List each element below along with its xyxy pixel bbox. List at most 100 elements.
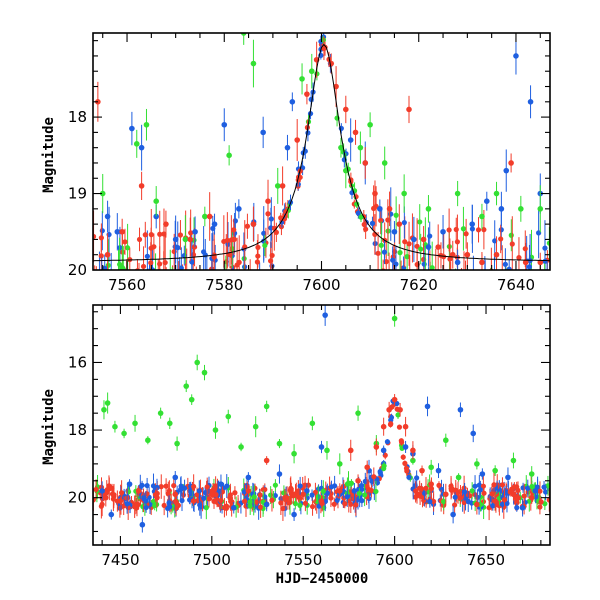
data-point (378, 217, 384, 224)
data-point (191, 483, 197, 490)
data-point (479, 275, 484, 280)
data-point (438, 486, 445, 492)
data-point (98, 253, 104, 259)
data-point (269, 497, 275, 503)
data-point (508, 160, 514, 166)
data-point (510, 457, 517, 464)
data-point (420, 236, 427, 243)
x-tick-label: 7640 (497, 276, 535, 294)
data-point (318, 498, 325, 504)
data-point (304, 91, 310, 97)
data-point (202, 252, 208, 258)
y-tick-label: 20 (68, 261, 87, 279)
data-point (99, 501, 105, 507)
data-point (417, 219, 423, 225)
data-point (424, 403, 431, 410)
data-point (320, 488, 326, 494)
data-point (153, 198, 160, 204)
x-tick-label: 7620 (400, 276, 438, 294)
data-point (401, 219, 407, 226)
data-point (274, 183, 281, 189)
data-point (302, 500, 308, 506)
data-point (498, 227, 504, 233)
data-point (537, 488, 543, 494)
data-point (461, 499, 467, 506)
data-point (481, 227, 487, 233)
data-point (182, 236, 189, 243)
bottom-data-layer (93, 305, 550, 533)
data-point (116, 270, 121, 275)
data-point (529, 483, 535, 490)
data-point (177, 486, 184, 493)
data-point (166, 420, 173, 427)
data-point (211, 221, 218, 227)
data-point (183, 278, 188, 283)
bottom-panel: 7450 7500 7550 7600 7650 16 18 20 (68, 304, 551, 569)
data-point (464, 251, 471, 258)
data-point (515, 487, 521, 493)
data-point (320, 37, 327, 43)
data-point (97, 294, 102, 299)
data-point (377, 206, 383, 212)
top-data-layer (93, 33, 550, 299)
data-point (192, 228, 198, 235)
data-point (154, 484, 160, 491)
data-point (136, 236, 143, 243)
data-point (488, 282, 493, 287)
data-point (211, 254, 217, 260)
data-point (273, 229, 279, 235)
data-point (194, 281, 199, 286)
data-point (491, 482, 497, 488)
data-point (294, 137, 300, 143)
data-point (527, 99, 534, 105)
data-point (362, 478, 368, 484)
data-point (507, 294, 512, 299)
data-point (178, 265, 184, 270)
data-point (148, 232, 154, 238)
data-point (225, 413, 232, 420)
data-point (250, 60, 257, 67)
data-point (258, 504, 264, 510)
data-point (493, 251, 500, 258)
data-point (96, 292, 101, 297)
data-point (279, 183, 286, 189)
data-point (413, 488, 419, 494)
data-point (144, 491, 150, 497)
data-point (307, 110, 314, 117)
data-point (448, 275, 453, 280)
data-point (318, 444, 325, 450)
top-panel: 7560 7580 7600 7620 7640 18 19 20 (68, 32, 551, 299)
data-point (153, 275, 158, 280)
data-point (471, 272, 476, 277)
data-point (126, 481, 133, 487)
data-point (140, 263, 147, 270)
data-point (545, 282, 550, 287)
data-point (181, 485, 188, 491)
data-point (297, 483, 303, 489)
data-point (209, 491, 215, 498)
data-point (151, 244, 157, 250)
data-point (404, 468, 410, 474)
data-point (189, 259, 195, 265)
data-point (441, 498, 447, 505)
data-point (453, 278, 458, 283)
data-point (388, 421, 394, 427)
data-point (119, 490, 125, 496)
data-point (221, 505, 228, 511)
data-point (358, 214, 364, 220)
data-point (129, 125, 135, 132)
data-point (406, 106, 412, 113)
data-point (336, 461, 343, 467)
data-point (245, 488, 252, 494)
data-point (124, 501, 130, 507)
data-point (170, 284, 175, 289)
data-point (448, 280, 453, 285)
data-point (371, 205, 377, 212)
data-point (457, 283, 462, 288)
data-point (355, 210, 361, 216)
data-point (333, 83, 339, 90)
top-series-2 (95, 36, 544, 270)
data-point (144, 253, 150, 259)
data-point (172, 474, 179, 481)
x-tick-label: 7560 (108, 276, 146, 294)
